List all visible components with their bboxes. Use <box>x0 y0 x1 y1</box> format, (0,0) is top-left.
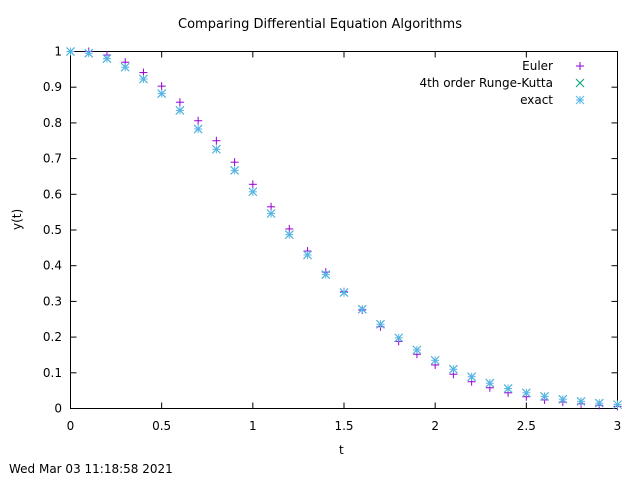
point-exact <box>376 319 385 329</box>
point-exact <box>84 48 94 58</box>
x-axis-label: t <box>339 443 344 457</box>
point-euler <box>267 202 276 211</box>
y-tick-label: 0.3 <box>43 294 62 308</box>
point-exact <box>576 397 586 406</box>
x-tick-label: 2 <box>431 419 439 433</box>
legend-label: 4th order Runge-Kutta <box>419 76 553 90</box>
y-tick-label: 0.8 <box>43 116 62 130</box>
y-axis-label: y(t) <box>10 208 24 230</box>
x-tick-label: 1 <box>249 419 257 433</box>
point-exact <box>339 288 349 297</box>
legend: Euler 4th order Runge-Kutta exact <box>419 59 585 107</box>
legend-label: exact <box>520 93 553 107</box>
point-exact <box>230 166 239 175</box>
point-exact <box>412 345 422 355</box>
point-exact <box>193 124 203 134</box>
point-exact <box>430 355 440 365</box>
y-tick-label: 0.6 <box>43 187 62 201</box>
point-exact <box>594 398 604 408</box>
data-points <box>66 47 622 411</box>
point-exact <box>120 62 130 72</box>
x-tick-label: 0.5 <box>152 419 171 433</box>
point-exact <box>157 89 167 98</box>
legend-marker <box>576 62 584 70</box>
point-euler <box>194 116 203 125</box>
timestamp: Wed Mar 03 11:18:58 2021 <box>9 462 173 476</box>
point-euler <box>248 180 257 189</box>
point-exact <box>613 400 622 409</box>
point-exact <box>175 106 185 115</box>
y-tick-label: 0.5 <box>43 223 62 237</box>
point-exact <box>102 54 112 63</box>
point-euler <box>175 98 184 107</box>
x-tick-label: 3 <box>614 419 622 433</box>
point-exact <box>139 74 148 84</box>
point-exact <box>357 304 367 314</box>
point-exact <box>449 364 458 374</box>
point-exact <box>266 209 276 218</box>
y-tick-label: 0.4 <box>43 259 62 273</box>
x-tick-label: 2.5 <box>517 419 536 433</box>
point-exact <box>521 388 531 398</box>
point-exact <box>558 394 568 404</box>
x-tick-label: 0 <box>67 419 75 433</box>
legend-label: Euler <box>522 59 553 73</box>
y-tick-label: 0.9 <box>43 80 62 94</box>
x-tick-label: 1.5 <box>334 419 353 433</box>
point-exact <box>467 372 476 382</box>
point-euler <box>212 136 221 145</box>
y-tick-label: 0.1 <box>43 366 62 380</box>
point-exact <box>321 270 331 279</box>
point-exact <box>212 144 221 154</box>
point-exact <box>394 333 404 343</box>
point-euler <box>230 158 239 167</box>
point-exact <box>485 378 495 388</box>
point-exact <box>503 384 513 393</box>
point-euler <box>157 82 166 91</box>
y-tick-label: 0 <box>54 402 62 416</box>
legend-marker <box>575 95 585 105</box>
legend-marker <box>575 78 585 88</box>
y-tick-label: 1 <box>54 45 62 59</box>
point-exact <box>284 230 294 239</box>
chart-title: Comparing Differential Equation Algorith… <box>178 17 462 32</box>
axis-ticks: 0 0.5 1 1.5 2 2.5 3 0 0.1 0.2 0.3 0.4 0.5 0.6 0.7 0.8 0.… <box>43 45 621 434</box>
point-exact <box>248 187 258 197</box>
y-tick-label: 0.7 <box>43 152 62 166</box>
point-exact <box>540 392 549 401</box>
point-exact <box>66 47 75 56</box>
point-exact <box>303 250 312 260</box>
y-tick-label: 0.2 <box>43 330 62 344</box>
